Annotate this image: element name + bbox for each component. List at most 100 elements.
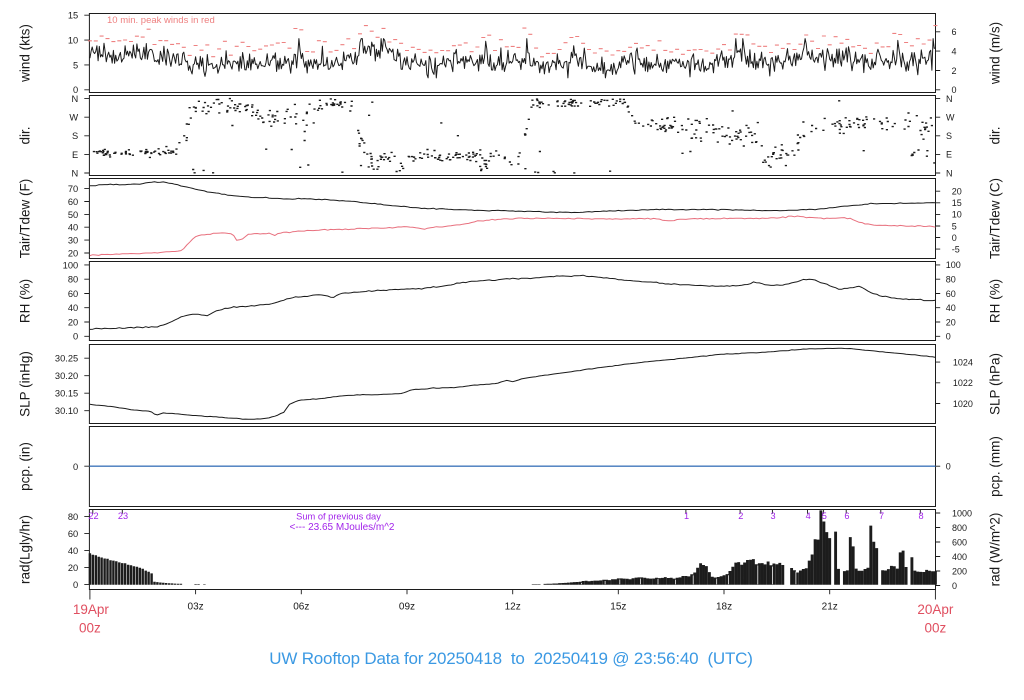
svg-text:W: W <box>946 112 955 122</box>
svg-text:0: 0 <box>946 332 951 342</box>
svg-text:2: 2 <box>952 66 957 76</box>
svg-text:4: 4 <box>806 511 811 521</box>
svg-text:22: 22 <box>88 511 98 521</box>
svg-text:0: 0 <box>952 233 957 243</box>
svg-text:12z: 12z <box>505 602 521 613</box>
svg-text:dir.: dir. <box>988 126 1003 144</box>
svg-text:19Apr: 19Apr <box>73 602 110 617</box>
svg-text:80: 80 <box>68 512 78 522</box>
svg-text:0: 0 <box>73 85 78 95</box>
svg-text:N: N <box>946 94 953 104</box>
svg-text:30.25: 30.25 <box>55 354 78 364</box>
svg-text:SLP (inHg): SLP (inHg) <box>18 351 33 417</box>
svg-text:60: 60 <box>68 197 78 207</box>
svg-text:wind (kts): wind (kts) <box>18 24 33 83</box>
svg-text:20: 20 <box>68 563 78 573</box>
svg-text:6: 6 <box>844 511 849 521</box>
svg-text:20: 20 <box>946 317 956 327</box>
svg-text:80: 80 <box>946 274 956 284</box>
svg-text:rad (W/m^2): rad (W/m^2) <box>988 513 1003 587</box>
svg-text:5: 5 <box>73 60 78 70</box>
svg-text:5: 5 <box>952 221 957 231</box>
svg-text:10: 10 <box>952 210 962 220</box>
svg-text:W: W <box>69 113 78 123</box>
svg-text:09z: 09z <box>399 602 415 613</box>
svg-text:RH (%): RH (%) <box>18 279 33 323</box>
svg-text:00z: 00z <box>925 620 947 635</box>
svg-text:60: 60 <box>68 289 78 299</box>
svg-text:10 min. peak winds in red: 10 min. peak winds in red <box>107 15 215 26</box>
svg-text:15z: 15z <box>610 602 626 613</box>
svg-text:1: 1 <box>684 511 689 521</box>
svg-text:Tair/Tdew (C): Tair/Tdew (C) <box>988 178 1003 259</box>
svg-text:pcp. (mm): pcp. (mm) <box>988 436 1003 497</box>
svg-text:0: 0 <box>73 580 78 590</box>
svg-text:400: 400 <box>952 552 967 562</box>
svg-text:N: N <box>71 168 78 178</box>
svg-text:N: N <box>946 168 953 178</box>
svg-text:30: 30 <box>68 236 78 246</box>
svg-text:10: 10 <box>68 35 78 45</box>
svg-text:20: 20 <box>68 248 78 258</box>
svg-text:4: 4 <box>952 46 957 56</box>
svg-text:UW Rooftop Data for 20250418: UW Rooftop Data for 20250418 to 20250419… <box>269 649 752 668</box>
svg-text:2: 2 <box>738 511 743 521</box>
svg-text:30.10: 30.10 <box>55 406 78 416</box>
svg-text:wind (m/s): wind (m/s) <box>988 22 1003 85</box>
svg-text:100: 100 <box>946 260 961 270</box>
svg-text:50: 50 <box>68 210 78 220</box>
svg-text:rad(Lgly/hr): rad(Lgly/hr) <box>18 515 33 584</box>
svg-text:dir.: dir. <box>18 126 33 144</box>
svg-text:00z: 00z <box>79 620 101 635</box>
svg-text:40: 40 <box>68 303 78 313</box>
svg-text:03z: 03z <box>188 602 204 613</box>
svg-text:E: E <box>946 150 952 160</box>
svg-text:15: 15 <box>68 11 78 21</box>
svg-text:S: S <box>72 131 78 141</box>
svg-text:8: 8 <box>918 511 923 521</box>
svg-text:0: 0 <box>946 462 951 472</box>
svg-text:30.15: 30.15 <box>55 389 78 399</box>
svg-text:1000: 1000 <box>952 508 972 518</box>
svg-text:60: 60 <box>68 529 78 539</box>
svg-text:Sum of previous day: Sum of previous day <box>296 512 381 522</box>
svg-text:3: 3 <box>771 511 776 521</box>
svg-text:0: 0 <box>952 581 957 591</box>
svg-text:18z: 18z <box>716 602 732 613</box>
svg-text:E: E <box>72 150 78 160</box>
svg-text:7: 7 <box>879 511 884 521</box>
svg-text:20Apr: 20Apr <box>917 602 954 617</box>
svg-text:SLP (hPa): SLP (hPa) <box>988 353 1003 415</box>
svg-text:S: S <box>946 131 952 141</box>
svg-text:80: 80 <box>68 275 78 285</box>
svg-text:40: 40 <box>68 546 78 556</box>
svg-text:60: 60 <box>946 289 956 299</box>
svg-text:21z: 21z <box>822 602 838 613</box>
svg-text:800: 800 <box>952 523 967 533</box>
svg-text:Tair/Tdew (F): Tair/Tdew (F) <box>18 179 33 259</box>
svg-text:0: 0 <box>73 332 78 342</box>
svg-text:6: 6 <box>952 27 957 37</box>
svg-text:23: 23 <box>118 511 128 521</box>
svg-text:20: 20 <box>952 186 962 196</box>
svg-text:1022: 1022 <box>953 378 973 388</box>
svg-text:1020: 1020 <box>953 399 973 409</box>
svg-text:200: 200 <box>952 566 967 576</box>
svg-text:15: 15 <box>952 198 962 208</box>
svg-text:30.20: 30.20 <box>55 371 78 381</box>
svg-text:1024: 1024 <box>953 357 973 367</box>
svg-text:0: 0 <box>73 462 78 472</box>
svg-text:06z: 06z <box>293 602 309 613</box>
svg-text:100: 100 <box>63 260 79 270</box>
svg-text:600: 600 <box>952 537 967 547</box>
svg-text:0: 0 <box>952 85 957 95</box>
svg-text:<--- 23.65 MJoules/m^2: <--- 23.65 MJoules/m^2 <box>289 522 394 533</box>
svg-text:-5: -5 <box>952 244 960 254</box>
svg-text:40: 40 <box>68 223 78 233</box>
svg-text:20: 20 <box>68 317 78 327</box>
svg-text:pcp. (in): pcp. (in) <box>18 442 33 491</box>
svg-text:5: 5 <box>822 511 827 521</box>
svg-text:40: 40 <box>946 303 956 313</box>
svg-text:70: 70 <box>68 184 78 194</box>
svg-text:N: N <box>71 94 78 104</box>
